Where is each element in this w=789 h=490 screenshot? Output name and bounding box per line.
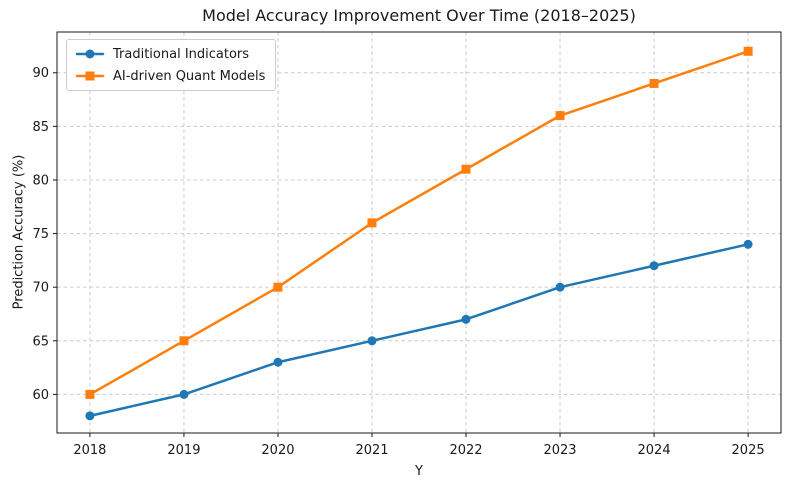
square-marker xyxy=(461,164,471,174)
circle-marker xyxy=(555,282,565,292)
circle-marker xyxy=(743,239,753,249)
legend-square-marker xyxy=(85,71,95,81)
circle-marker xyxy=(461,314,471,324)
legend: Traditional Indicators AI-driven Quant M… xyxy=(66,39,277,91)
series-line xyxy=(88,243,750,418)
square-marker xyxy=(649,78,659,88)
y-axis-label: Prediction Accuracy (%) xyxy=(11,154,27,310)
square-marker xyxy=(743,46,753,56)
square-marker xyxy=(85,389,95,399)
x-tick-label: 2023 xyxy=(543,443,576,458)
y-tick-label: 75 xyxy=(32,227,49,242)
square-marker xyxy=(367,218,377,228)
legend-item-ai-quant: AI-driven Quant Models xyxy=(75,67,265,85)
x-tick-label: 2022 xyxy=(449,443,482,458)
circle-marker xyxy=(85,411,95,421)
legend-line-circle-sample xyxy=(75,49,105,59)
circle-marker xyxy=(367,336,377,346)
x-tick-label: 2024 xyxy=(638,443,671,458)
square-marker xyxy=(555,111,565,121)
circle-marker xyxy=(649,261,659,271)
x-tick-label: 2020 xyxy=(261,443,294,458)
square-marker xyxy=(273,282,283,292)
legend-item-traditional: Traditional Indicators xyxy=(75,45,265,63)
x-axis-label: Y xyxy=(415,464,423,479)
legend-line-square-sample xyxy=(75,71,105,81)
chart-title: Model Accuracy Improvement Over Time (20… xyxy=(202,6,636,25)
circle-marker xyxy=(273,357,283,367)
series-line xyxy=(88,50,750,396)
x-tick-label: 2018 xyxy=(73,443,106,458)
legend-label: Traditional Indicators xyxy=(113,46,250,62)
axes-spines xyxy=(56,31,782,434)
circle-marker xyxy=(179,389,189,399)
y-tick-label: 80 xyxy=(32,173,49,188)
legend-label: AI-driven Quant Models xyxy=(113,68,266,84)
y-tick-label: 60 xyxy=(32,388,49,403)
x-tick-label: 2021 xyxy=(355,443,388,458)
legend-circle-marker xyxy=(85,49,95,59)
y-tick-label: 85 xyxy=(32,120,49,135)
y-tick-label: 65 xyxy=(32,334,49,349)
y-tick-label: 70 xyxy=(32,281,49,296)
x-tick-label: 2019 xyxy=(167,443,200,458)
square-marker xyxy=(179,336,189,346)
x-tick-label: 2025 xyxy=(732,443,765,458)
y-tick-label: 90 xyxy=(32,66,49,81)
